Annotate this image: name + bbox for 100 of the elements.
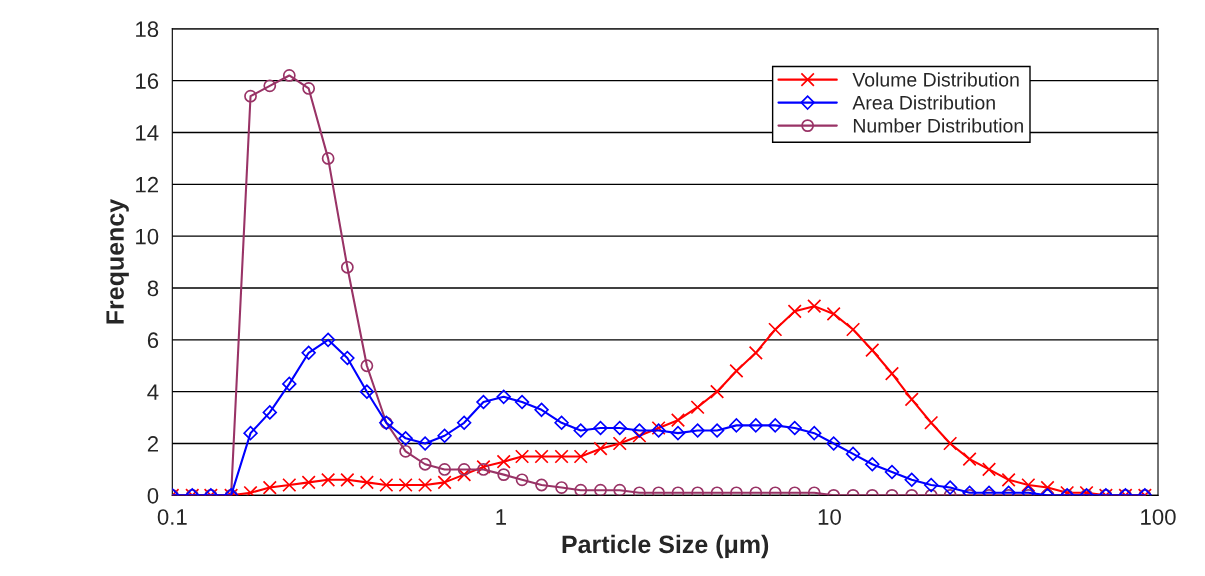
point [514,449,530,464]
point [438,463,451,476]
point [709,384,725,399]
point [865,343,880,358]
point [1001,472,1016,487]
point [670,413,686,428]
point [379,477,394,493]
point [730,486,743,496]
point [244,89,257,103]
y-tick-label: 8 [147,280,159,297]
point [652,486,665,496]
point [671,486,685,496]
point [923,477,939,493]
point [749,486,763,496]
point [263,79,277,93]
point [340,472,355,487]
x-tick-label: 10 [818,509,841,525]
point [865,457,880,472]
point [710,486,724,496]
point [398,477,413,493]
point [729,418,744,433]
point [534,402,549,418]
point [884,366,900,381]
point [613,483,627,496]
point [340,260,354,274]
x-axis-title: Particle Size (μm) [562,534,769,559]
point [301,345,316,361]
point [690,400,705,415]
point [554,415,569,431]
point [573,423,588,438]
y-tick-label: 10 [136,228,159,245]
point [884,464,900,480]
point [496,454,511,469]
point [574,483,588,496]
point [554,449,569,464]
point [748,345,763,360]
point [320,332,336,348]
point [768,322,783,337]
point [301,475,316,490]
y-tick-label: 2 [147,436,159,452]
point [282,477,297,493]
y-tick-label: 4 [147,384,159,400]
point [418,457,432,471]
point [476,459,491,474]
point [418,477,433,493]
point [573,449,588,464]
point [768,418,783,433]
y-tick-label: 0 [147,487,159,504]
point [555,481,568,494]
legend-label: Area Distribution [852,95,995,110]
point [496,389,511,405]
y-tick-label: 18 [136,21,159,38]
point [515,473,529,487]
point [359,384,375,399]
point [594,483,607,496]
point [788,486,802,496]
point [904,392,919,407]
point [321,152,335,165]
point [1040,480,1055,495]
point [243,425,258,441]
point [826,306,841,322]
point [981,462,997,477]
point [787,304,802,319]
point [1021,477,1036,493]
point [593,420,608,436]
point [826,436,841,451]
y-tick-label: 6 [147,332,159,349]
point [845,446,861,462]
point [924,415,939,430]
point [417,436,433,451]
point [477,463,490,476]
point [807,299,822,314]
point [476,394,491,410]
point [262,405,278,420]
point [691,486,705,496]
legend-label: Volume Distribution [852,72,1019,87]
point [282,376,297,392]
point [807,486,821,496]
x-tick-label: 1 [496,509,506,525]
point [633,486,646,496]
point [497,468,511,482]
legend-label: Number Distribution [853,118,1023,133]
point [535,478,548,492]
point [904,472,919,488]
point [709,423,725,438]
point [807,425,822,441]
point [302,82,316,95]
y-tick-label: 14 [136,125,159,141]
point [670,425,686,441]
point [321,472,336,487]
point [632,423,647,438]
y-tick-label: 16 [136,73,159,89]
point [360,359,374,373]
point [612,436,627,451]
point [593,441,608,456]
point [729,363,744,379]
point [787,420,802,436]
point [340,350,355,366]
point [943,436,958,451]
point [845,322,861,337]
